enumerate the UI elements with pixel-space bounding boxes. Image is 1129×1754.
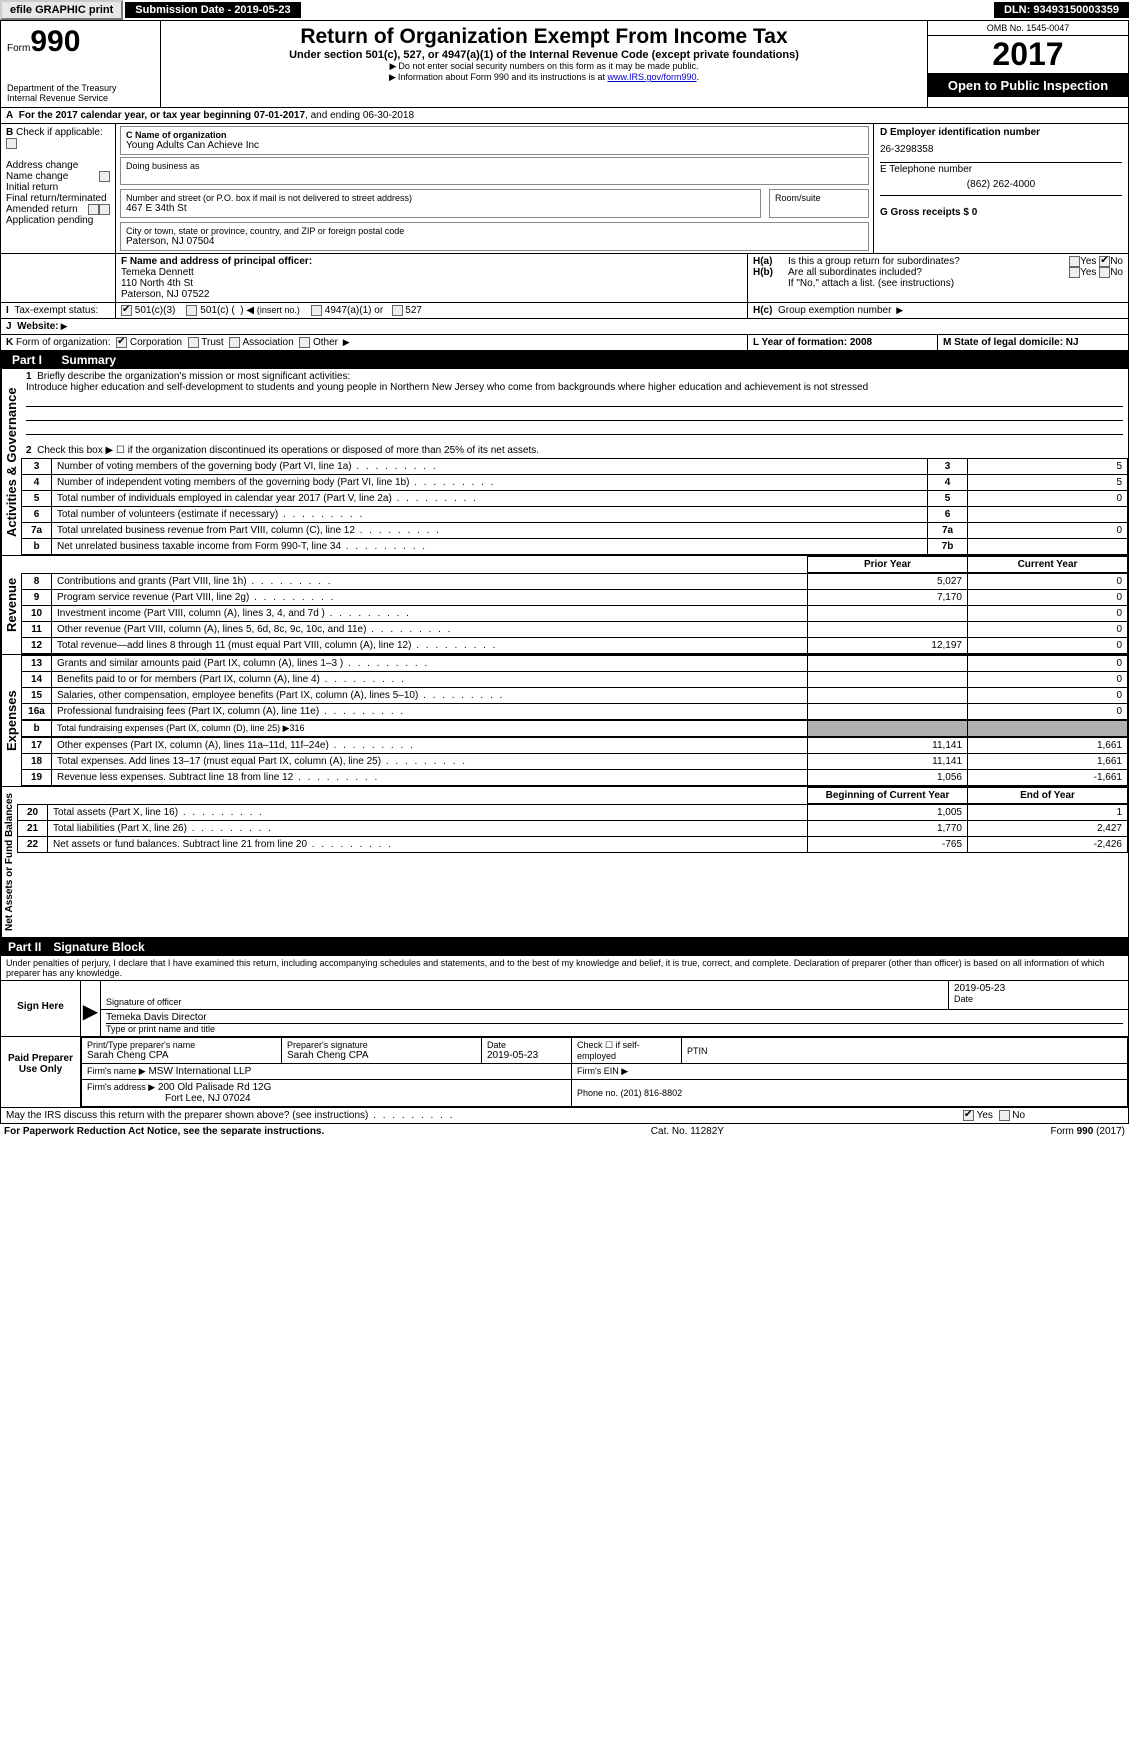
- box-deg: D Employer identification number 26-3298…: [873, 124, 1128, 253]
- submission-date: Submission Date - 2019-05-23: [125, 2, 300, 18]
- efile-button[interactable]: efile GRAPHIC print: [0, 0, 123, 20]
- form-prefix: Form: [7, 43, 30, 54]
- mission-text: Introduce higher education and self-deve…: [26, 382, 868, 393]
- gross-receipts: G Gross receipts $ 0: [880, 207, 1122, 218]
- phone: (862) 262-4000: [880, 175, 1122, 194]
- irs: Internal Revenue Service: [7, 93, 154, 103]
- period-row: A For the 2017 calendar year, or tax yea…: [0, 108, 1129, 124]
- fh-block: F Name and address of principal officer:…: [0, 254, 1129, 303]
- irs-link[interactable]: www.IRS.gov/form990: [607, 72, 696, 82]
- officer-print-name: Temeka Davis Director: [106, 1012, 1123, 1023]
- top-bar: efile GRAPHIC print Submission Date - 20…: [0, 0, 1129, 20]
- klm-row: K Form of organization: Corporation Trus…: [0, 335, 1129, 351]
- part1-revenue: Revenue Prior Year Current Year 8Contrib…: [0, 556, 1129, 655]
- open-public: Open to Public Inspection: [928, 74, 1128, 97]
- form-subtitle: Under section 501(c), 527, or 4947(a)(1)…: [167, 49, 921, 61]
- part1-netassets: Net Assets or Fund Balances Beginning of…: [0, 787, 1129, 938]
- note2-pre: Information about Form 990 and its instr…: [398, 72, 608, 82]
- penalties: Under penalties of perjury, I declare th…: [0, 956, 1129, 980]
- street: 467 E 34th St: [126, 203, 755, 214]
- form-number: 990: [30, 25, 80, 58]
- may-discuss-row: May the IRS discuss this return with the…: [0, 1108, 1129, 1124]
- part1-expenses: Expenses 13Grants and similar amounts pa…: [0, 655, 1129, 787]
- identity-block: B Check if applicable: Address change Na…: [0, 124, 1129, 254]
- dln: DLN: 93493150003359: [994, 2, 1129, 18]
- org-name: Young Adults Can Achieve Inc: [126, 140, 863, 151]
- part1-header: Part I Summary: [0, 351, 1129, 369]
- paid-preparer-block: Paid Preparer Use Only Print/Type prepar…: [0, 1037, 1129, 1108]
- officer-name: Temeka Dennett: [121, 267, 194, 278]
- tax-year: 2017: [928, 36, 1128, 74]
- ein: 26-3298358: [880, 138, 1122, 161]
- omb: OMB No. 1545-0047: [928, 21, 1128, 36]
- box-c: C Name of organization Young Adults Can …: [116, 124, 873, 253]
- box-b: B Check if applicable: Address change Na…: [1, 124, 116, 253]
- footer: For Paperwork Reduction Act Notice, see …: [0, 1124, 1129, 1139]
- part2-header: Part IISignature Block: [0, 938, 1129, 956]
- form-title: Return of Organization Exempt From Incom…: [167, 25, 921, 49]
- website-row: J Website:: [0, 319, 1129, 335]
- form-header: Form990 Department of the Treasury Inter…: [0, 20, 1129, 108]
- sign-here-block: Sign Here ▶ Signature of officer 2019-05…: [0, 980, 1129, 1037]
- dept: Department of the Treasury: [7, 83, 154, 93]
- part1-governance: Activities & Governance 1 Briefly descri…: [0, 369, 1129, 556]
- 501c3-checkbox[interactable]: [121, 305, 132, 316]
- note1: Do not enter social security numbers on …: [398, 61, 698, 71]
- status-row: I Tax-exempt status: 501(c)(3) 501(c) ( …: [0, 303, 1129, 319]
- city: Paterson, NJ 07504: [126, 236, 863, 247]
